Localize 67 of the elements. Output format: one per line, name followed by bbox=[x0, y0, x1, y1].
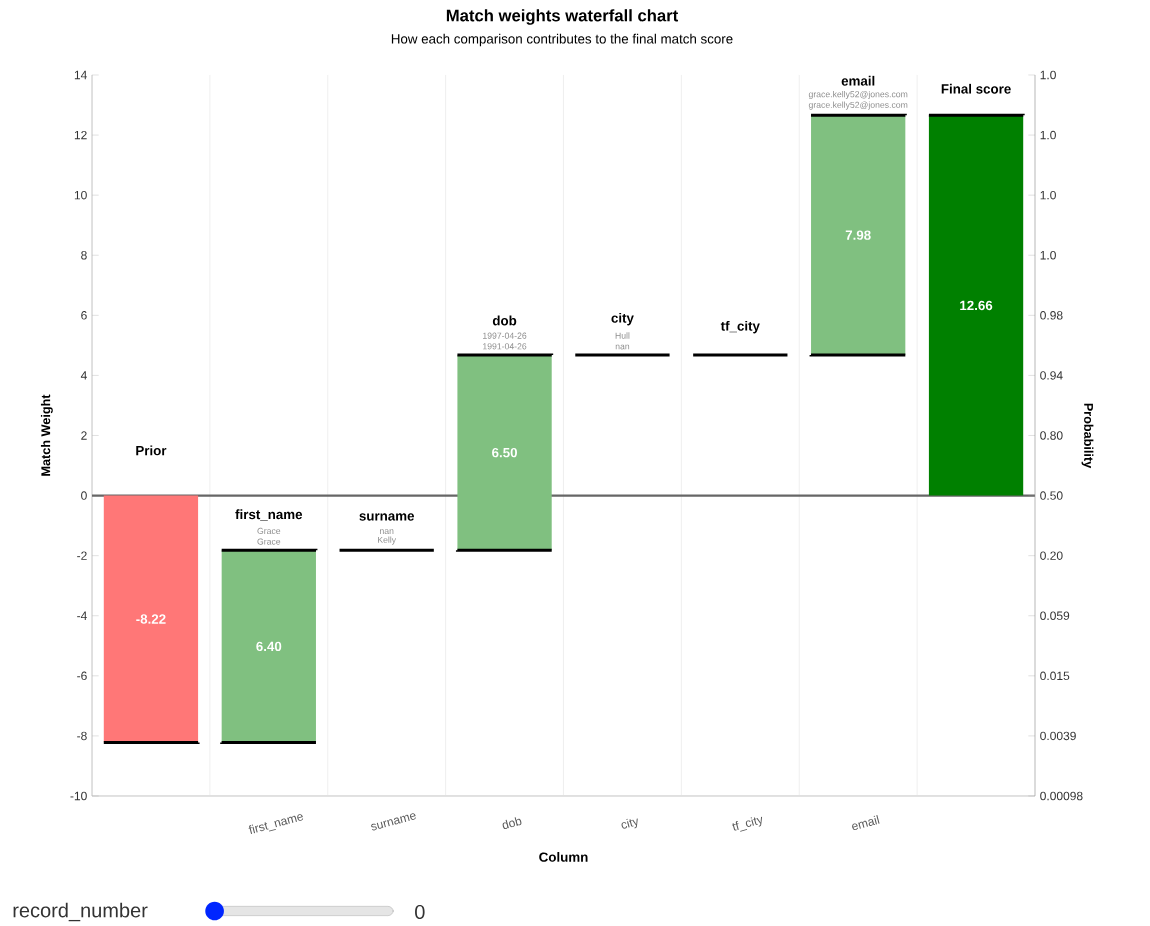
data-label: 7.98 bbox=[845, 230, 871, 240]
category-label: 0.50 bbox=[1040, 491, 1063, 500]
data-label: 6.50 bbox=[492, 447, 517, 458]
bar bbox=[809, 113, 907, 357]
annotation: email bbox=[841, 75, 875, 86]
text: 0 bbox=[415, 904, 425, 920]
y-tick-label: -8 bbox=[77, 731, 87, 741]
annotation: 1991-04-26 bbox=[483, 343, 527, 350]
x-axis-title: Column bbox=[539, 852, 588, 862]
annotation: first_name bbox=[235, 509, 303, 521]
category-label: 1.0 bbox=[1040, 250, 1056, 260]
category-label: 0.00098 bbox=[1040, 791, 1083, 801]
annotation: Kelly bbox=[378, 536, 397, 545]
category-label: 0.98 bbox=[1040, 311, 1063, 320]
y-tick-label: -4 bbox=[77, 611, 87, 620]
y-tick-label: -6 bbox=[77, 671, 87, 681]
bar bbox=[102, 494, 200, 744]
x-tick-label: email bbox=[852, 815, 880, 831]
data-label: -8.22 bbox=[136, 614, 166, 624]
bar bbox=[927, 113, 1025, 498]
y-tick-label: -10 bbox=[70, 791, 87, 801]
category-label: 0.015 bbox=[1040, 671, 1070, 681]
category-label: 0.80 bbox=[1040, 431, 1063, 440]
bar bbox=[455, 353, 554, 552]
annotation: grace.kelly52@jones.com bbox=[808, 101, 908, 110]
category-label: 0.20 bbox=[1040, 551, 1063, 560]
y2-axis-title: Probability bbox=[1081, 403, 1094, 469]
category-label: 0.94 bbox=[1040, 371, 1063, 380]
annotation: dob bbox=[492, 315, 517, 326]
annotation: surname bbox=[359, 513, 415, 521]
data-label: 6.40 bbox=[256, 641, 282, 652]
annotation: nan bbox=[615, 344, 630, 350]
x-tick-label: dob bbox=[502, 817, 522, 830]
y-axis-title: Match Weight bbox=[40, 394, 53, 476]
x-tick-label: city bbox=[621, 818, 638, 829]
annotation: Prior bbox=[136, 445, 167, 456]
category-label: 0.059 bbox=[1040, 611, 1070, 621]
bar bbox=[220, 548, 318, 744]
annotation: tf_city bbox=[720, 320, 760, 334]
x-tick-label: first_name bbox=[248, 814, 304, 834]
category-label: 1.0 bbox=[1040, 190, 1056, 200]
y-tick-label: 8 bbox=[81, 251, 87, 260]
y-tick-label: 14 bbox=[74, 70, 87, 80]
y-tick-label: 2 bbox=[81, 431, 87, 440]
chart-title: Match weights waterfall chart bbox=[446, 9, 679, 25]
y-tick-label: 4 bbox=[80, 371, 87, 380]
x-tick-label: tf_city bbox=[732, 816, 763, 832]
annotation: Grace bbox=[257, 527, 281, 534]
annotation: grace.kelly52@jones.com bbox=[808, 90, 908, 99]
annotation: nan bbox=[380, 529, 394, 534]
chart-subtitle: How each comparison contributes to the final match score bbox=[391, 33, 733, 47]
y-tick-label: -2 bbox=[77, 551, 87, 560]
y-tick-label: 12 bbox=[74, 130, 87, 140]
annotation: Hull bbox=[615, 332, 630, 339]
category-label: 0.0039 bbox=[1040, 731, 1076, 741]
annotation: 1997-04-26 bbox=[483, 332, 527, 339]
annotation: Final score bbox=[941, 83, 1011, 94]
category-label: 1.0 bbox=[1040, 70, 1056, 80]
y-tick-label: 10 bbox=[74, 190, 87, 200]
y-tick-label: 6 bbox=[81, 311, 87, 320]
annotation: Grace bbox=[257, 538, 281, 545]
y-tick-label: 0 bbox=[81, 491, 87, 500]
data-label: 12.66 bbox=[960, 300, 993, 311]
text: record_number bbox=[13, 902, 148, 922]
x-tick-label: surname bbox=[371, 813, 416, 831]
annotation: city bbox=[611, 312, 634, 326]
category-label: 1.0 bbox=[1040, 130, 1056, 140]
